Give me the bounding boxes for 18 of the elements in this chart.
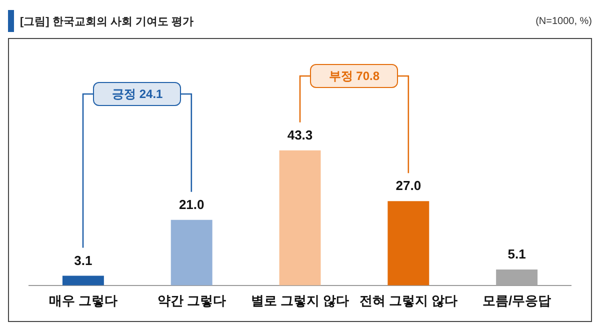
x-tick-label: 매우 그렇다 (48, 292, 118, 308)
x-tick-label: 모름/무응답 (482, 292, 552, 308)
bar (170, 220, 212, 286)
data-label: 5.1 (508, 246, 526, 262)
chart-subtitle: (N=1000, %) (536, 16, 592, 26)
x-tick-label: 약간 그렇다 (157, 292, 226, 308)
x-tick-label: 전혀 그렇지 않다 (359, 292, 458, 308)
text: 부정 70.8 (310, 64, 398, 88)
data-label: 3.1 (74, 252, 92, 268)
x-tick-label: 별로 그렇지 않다 (250, 292, 350, 308)
data-label: 21.0 (178, 196, 204, 212)
bar (62, 276, 104, 286)
chart-title: [그림] 한국교회의 사회 기여도 평가 (20, 14, 195, 28)
data-label: 43.3 (287, 127, 313, 142)
bar (388, 201, 430, 286)
bar (279, 150, 321, 286)
text: 긍정 24.1 (93, 82, 182, 106)
data-label: 27.0 (396, 178, 422, 194)
